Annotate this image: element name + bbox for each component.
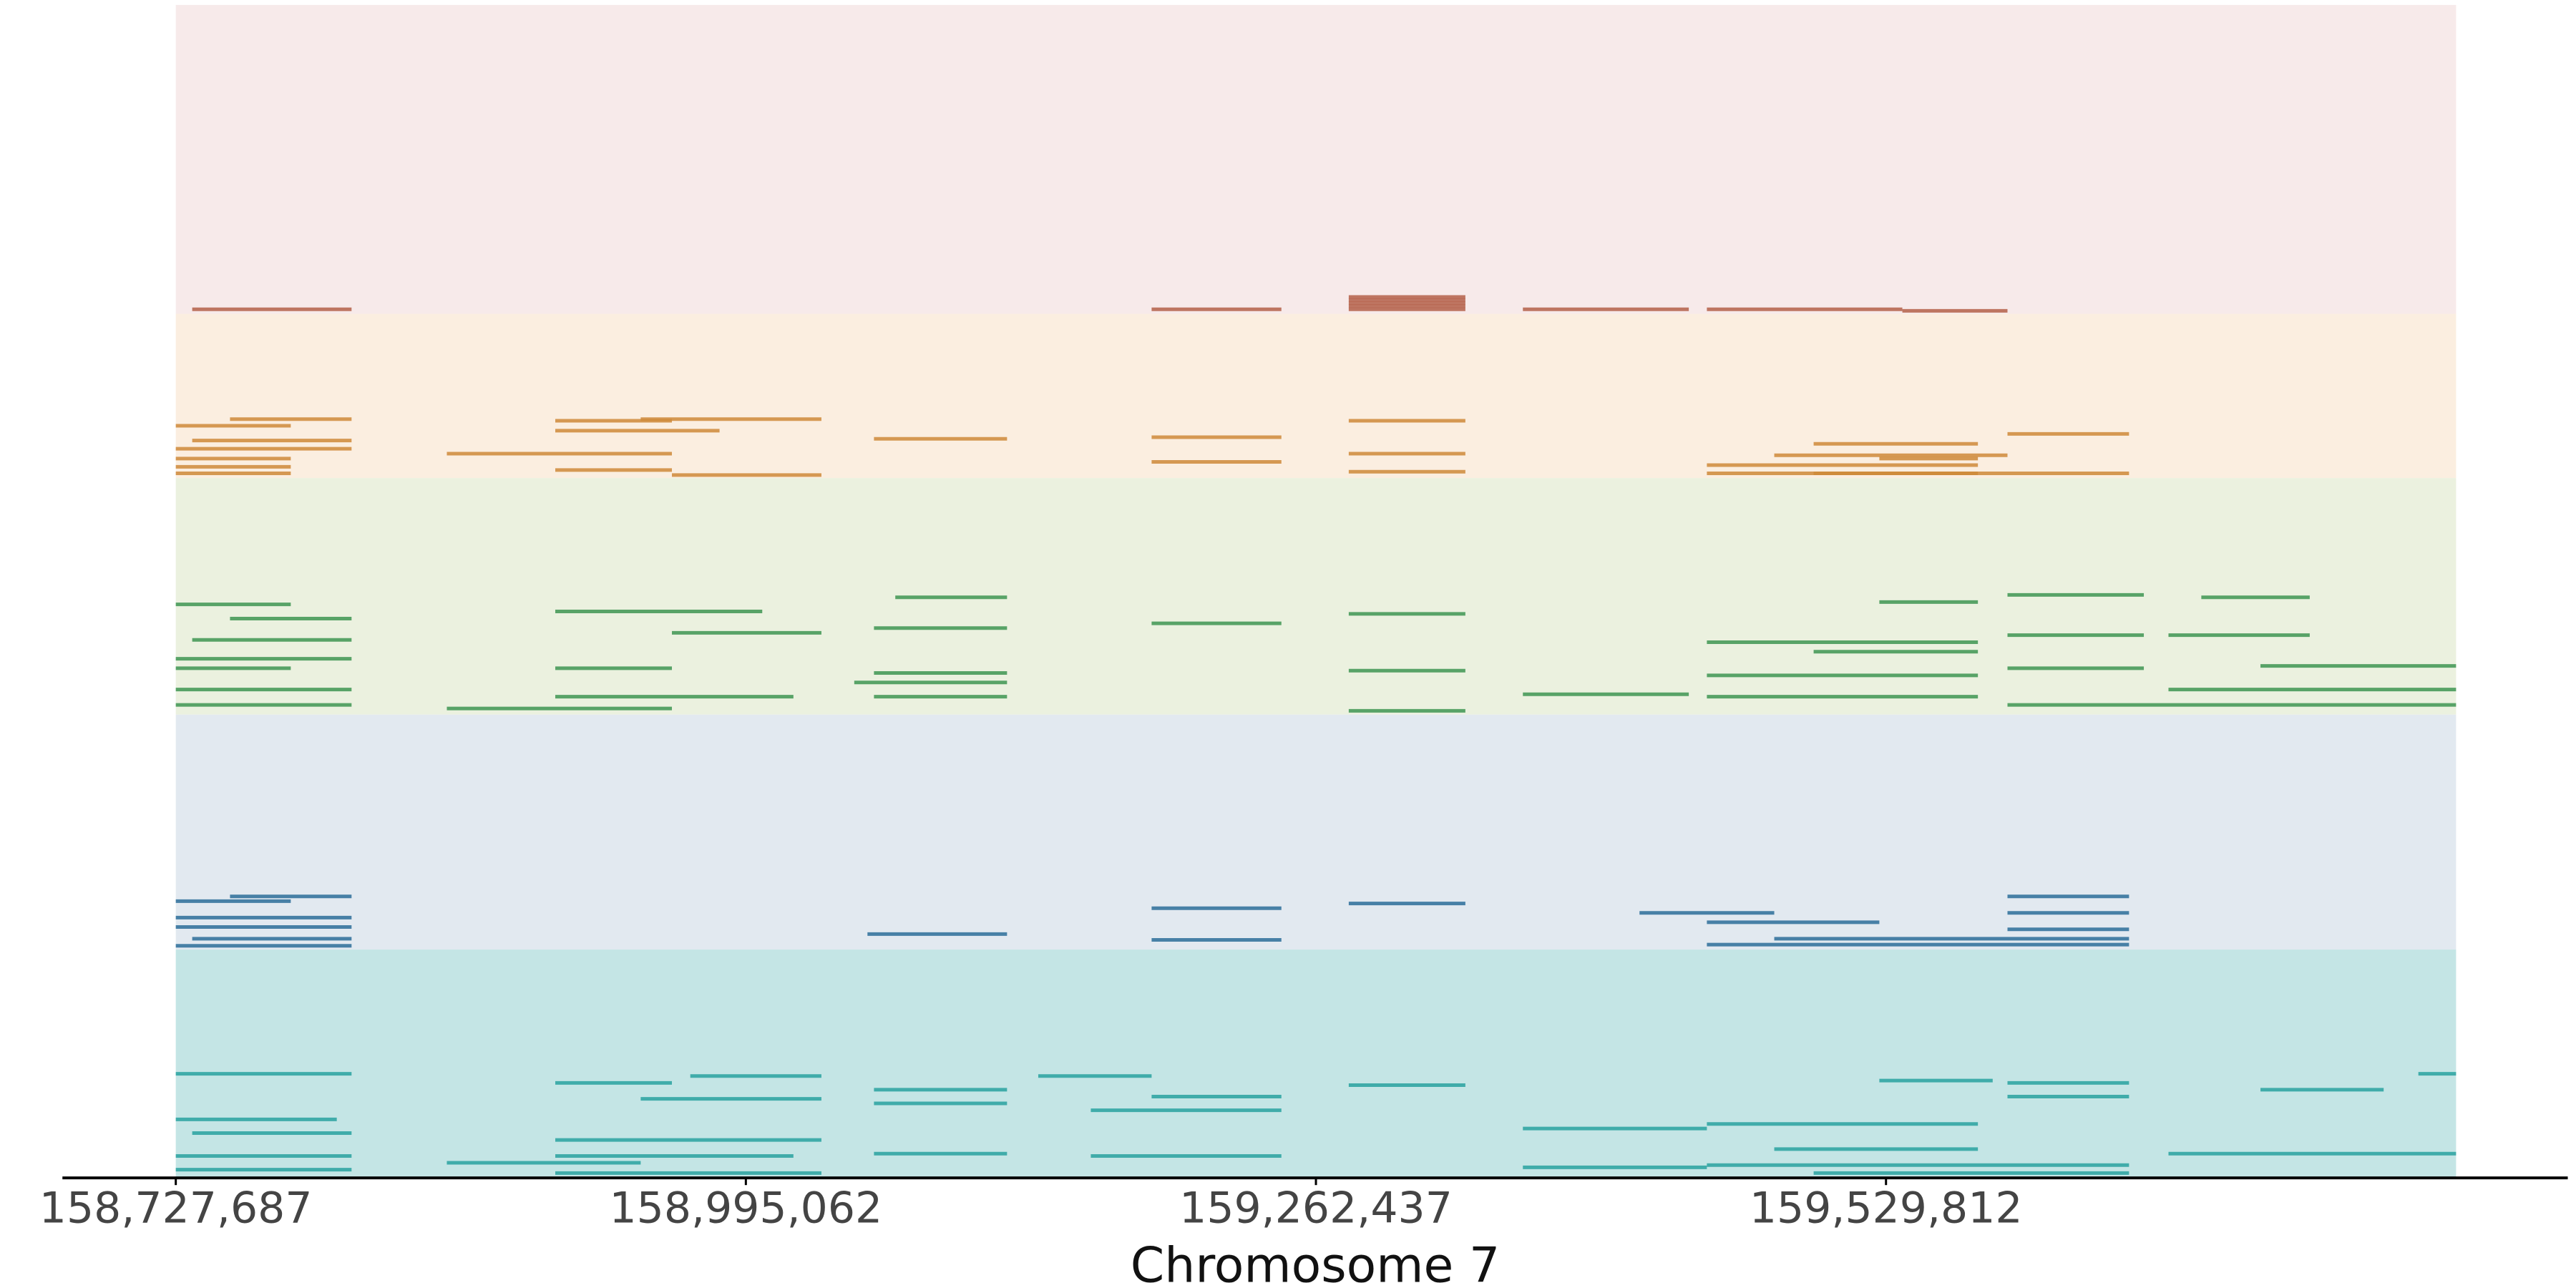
track-background [175, 714, 2457, 950]
x-tick-label: 159,529,812 [1750, 1184, 2023, 1234]
x-tick-label: 158,727,687 [39, 1184, 313, 1234]
x-tick-label: 159,262,437 [1179, 1184, 1453, 1234]
x-tick-label: 158,995,062 [609, 1184, 882, 1234]
track-background [175, 4, 2457, 314]
track-background [175, 950, 2457, 1179]
track-background [175, 313, 2457, 479]
x-axis-label: Chromosome 7 [1131, 1238, 1500, 1288]
